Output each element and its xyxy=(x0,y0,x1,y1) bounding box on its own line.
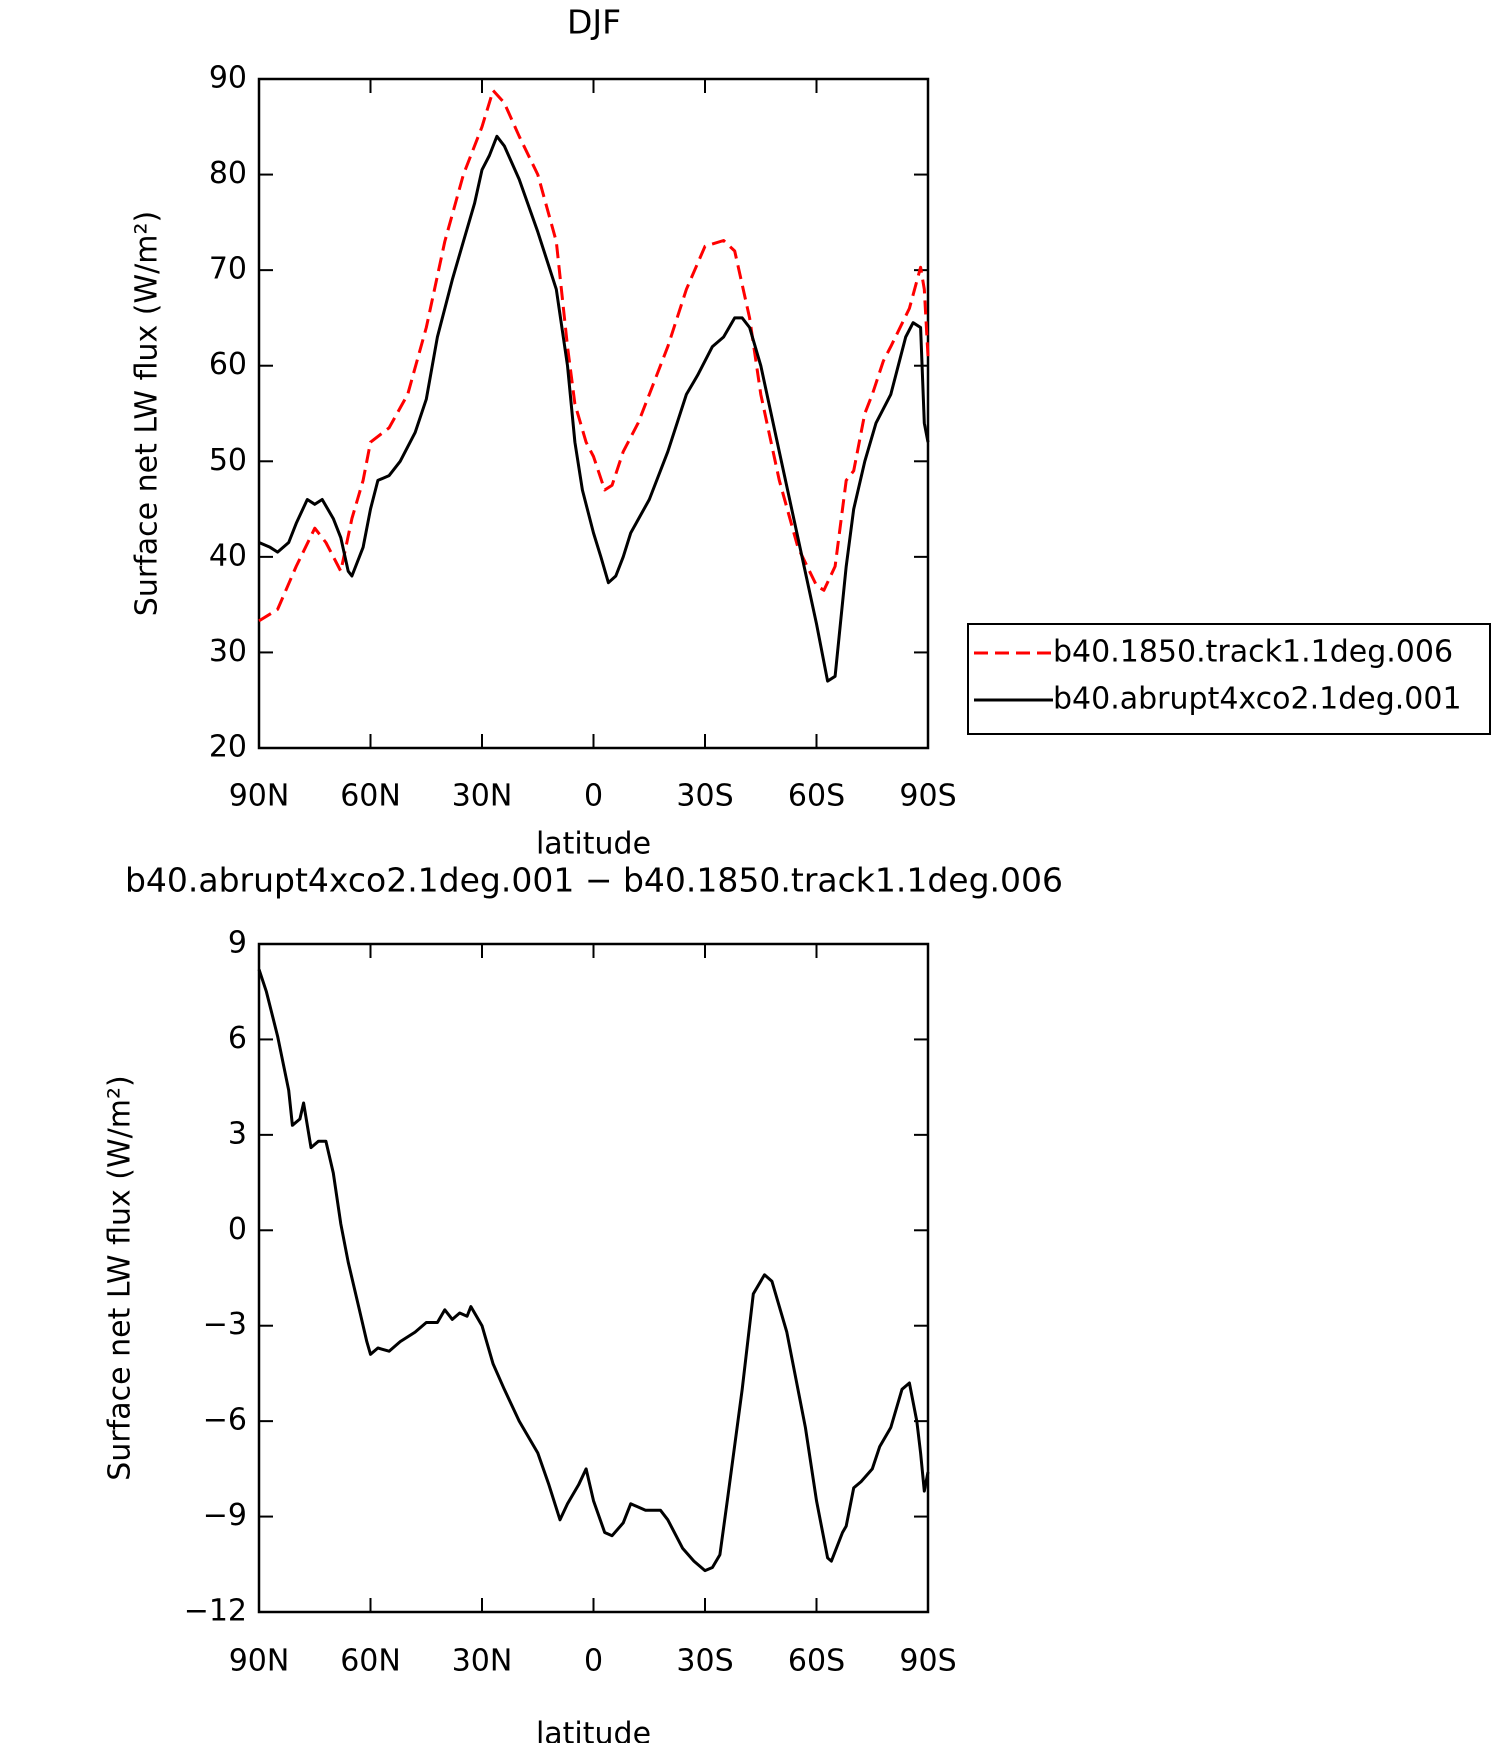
y-tick-label: 60 xyxy=(209,347,247,382)
x-tick-label: 30N xyxy=(452,1644,513,1679)
y-tick-label: 40 xyxy=(209,538,247,573)
y-tick-label: −12 xyxy=(184,1594,247,1629)
y-axis-label: Surface net LW flux (W/m²) xyxy=(103,1075,138,1480)
x-tick-label: 30S xyxy=(676,1644,733,1679)
x-tick-label: 90S xyxy=(899,1644,956,1679)
x-tick-label: 60N xyxy=(340,779,401,814)
y-tick-label: 50 xyxy=(209,443,247,478)
data-line xyxy=(258,134,930,683)
data-line xyxy=(258,89,930,623)
x-tick-label: 0 xyxy=(584,779,603,814)
plot-frame xyxy=(257,77,930,750)
y-tick-label: 3 xyxy=(228,1116,247,1151)
chart-title: DJF xyxy=(567,3,621,42)
y-tick-label: −6 xyxy=(203,1403,247,1438)
y-tick-label: 90 xyxy=(209,61,247,96)
legend-box xyxy=(967,623,1491,735)
y-tick-label: −3 xyxy=(203,1307,247,1342)
x-tick-label: 30S xyxy=(676,779,733,814)
y-tick-label: 80 xyxy=(209,156,247,191)
y-tick-label: 70 xyxy=(209,252,247,287)
y-axis-label: Surface net LW flux (W/m²) xyxy=(130,211,165,616)
legend-label: b40.1850.track1.1deg.006 xyxy=(1053,635,1453,670)
legend-label: b40.abrupt4xco2.1deg.001 xyxy=(1053,682,1462,717)
x-tick-label: 0 xyxy=(584,1644,603,1679)
x-tick-label: 90N xyxy=(229,1644,290,1679)
plot-frame xyxy=(257,942,930,1614)
chart-title: b40.abrupt4xco2.1deg.001 − b40.1850.trac… xyxy=(125,861,1063,900)
x-tick-label: 90S xyxy=(899,779,956,814)
x-axis-label: latitude xyxy=(536,1717,651,1743)
x-tick-label: 60N xyxy=(340,1644,401,1679)
x-tick-label: 60S xyxy=(788,779,845,814)
y-tick-label: 20 xyxy=(209,730,247,765)
x-tick-label: 30N xyxy=(452,779,513,814)
y-tick-label: 6 xyxy=(228,1021,247,1056)
y-tick-label: 0 xyxy=(228,1212,247,1247)
y-tick-label: −9 xyxy=(203,1498,247,1533)
x-tick-label: 60S xyxy=(788,1644,845,1679)
data-line xyxy=(257,968,930,1573)
x-axis-label: latitude xyxy=(536,827,651,862)
y-tick-label: 30 xyxy=(209,634,247,669)
y-tick-label: 9 xyxy=(228,926,247,961)
x-tick-label: 90N xyxy=(229,779,290,814)
